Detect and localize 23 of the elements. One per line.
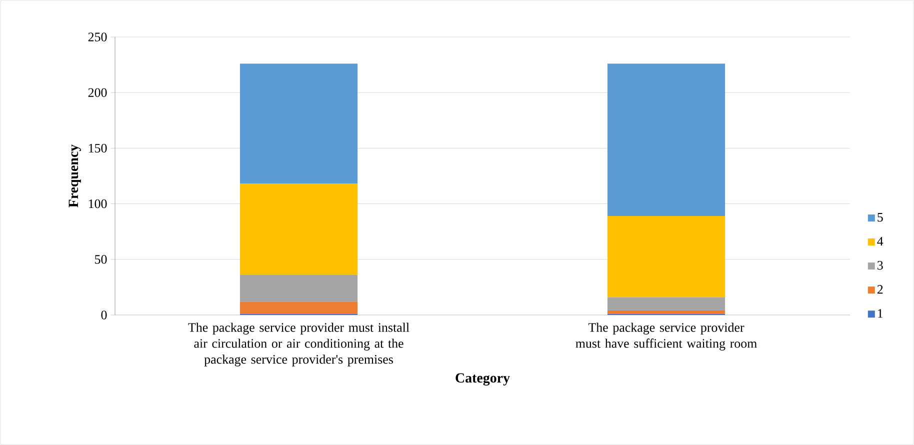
y-axis-title: Frequency (68, 144, 81, 208)
bar (607, 64, 726, 216)
y-tick-label: 150 (88, 144, 107, 153)
x-axis-title: Category (456, 373, 510, 386)
y-tick-label: 50 (95, 255, 107, 264)
y-tick-label: 100 (88, 199, 107, 208)
y-tick-label: 200 (88, 88, 107, 97)
legend-label: 2 (877, 285, 883, 294)
bar (240, 274, 358, 302)
x-tick-label: The package service provider must have sufficient waiting room (576, 322, 757, 350)
bar (607, 216, 726, 298)
legend-label: 5 (878, 213, 883, 222)
bar (607, 297, 726, 311)
legend-label: 3 (878, 260, 883, 270)
bar (240, 302, 358, 314)
bar (607, 310, 726, 314)
legend-label: 4 (877, 236, 884, 246)
bar (240, 184, 358, 275)
bar (240, 64, 358, 184)
y-tick-label: 0 (101, 310, 107, 320)
x-tick-label: The package service provider must install air circulation or air conditioning at the package service provider's premises (188, 322, 410, 366)
y-tick-label: 250 (88, 32, 107, 42)
legend-label: 1 (878, 309, 883, 318)
